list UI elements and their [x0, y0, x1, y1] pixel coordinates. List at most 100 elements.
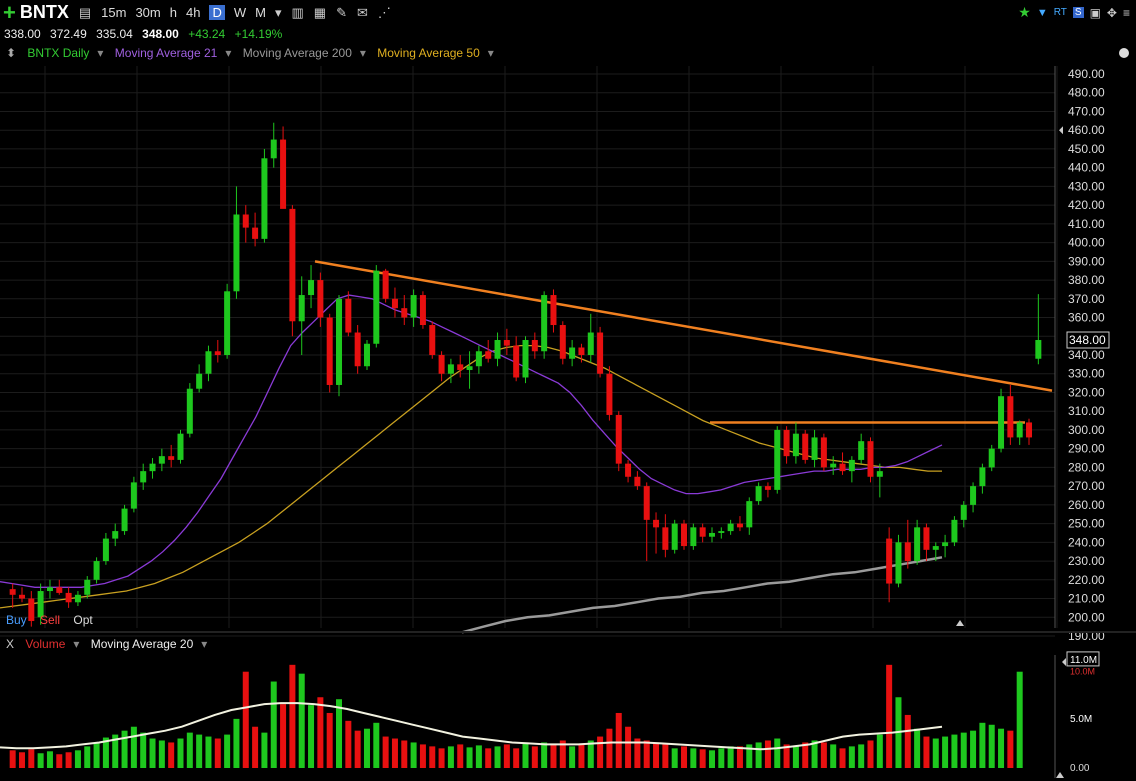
draw-pencil-icon[interactable]: ✎	[336, 4, 347, 20]
candle-body	[662, 527, 669, 550]
pane-divider[interactable]	[0, 631, 1136, 633]
legend-toggle-icon[interactable]: ⬍	[6, 46, 17, 60]
candle-body	[597, 332, 604, 374]
legend-volume-ma20[interactable]: Moving Average 20	[90, 637, 194, 651]
volume-bar	[559, 740, 566, 768]
toolbar: + BNTX ▤ 15m 30m h 4h D W M ▾ ▥ ▦ ✎ ✉ ⋰ …	[0, 0, 1136, 25]
interval-15m[interactable]: 15m	[101, 5, 127, 20]
volume-bar	[121, 730, 128, 768]
candle-body	[876, 471, 883, 477]
compare-icon[interactable]: ▤	[78, 4, 92, 20]
volume-bar	[18, 752, 25, 768]
price-marker-arrow	[1059, 126, 1063, 135]
volume-bar	[280, 704, 287, 768]
volume-bar	[876, 734, 883, 768]
volume-bar	[746, 744, 753, 768]
chart-legend: ⬍ BNTX Daily ▾ Moving Average 21 ▾ Moving …	[6, 46, 494, 60]
volume-bar	[513, 748, 520, 768]
candle-body	[401, 308, 408, 318]
notes-icon[interactable]: ✉	[357, 4, 368, 20]
candle-body	[1035, 340, 1042, 359]
legend-series[interactable]: BNTX Daily	[27, 46, 90, 60]
volume-bar	[74, 750, 81, 768]
volume-bar	[569, 746, 576, 768]
candle-body	[130, 482, 137, 509]
volume-bar	[578, 744, 585, 768]
candle-body	[224, 291, 231, 355]
last-value: 348.00	[142, 27, 179, 41]
volume-bar	[410, 742, 417, 768]
interval-w[interactable]: W	[233, 5, 247, 20]
volume-bar	[681, 746, 688, 768]
legend-ma21[interactable]: Moving Average 21	[114, 46, 218, 60]
sp-icon[interactable]: S	[1072, 7, 1084, 18]
interval-m[interactable]: M	[255, 5, 266, 20]
volume-bar	[839, 748, 846, 768]
star-icon[interactable]: ★	[1018, 4, 1031, 20]
volume-ma20-line	[0, 702, 943, 751]
close-volume-icon[interactable]: X	[6, 637, 15, 651]
filter-icon[interactable]: ▼	[1036, 6, 1048, 19]
price-tick-label: 310.00	[1068, 404, 1105, 418]
volume-bar	[736, 746, 743, 768]
candle-body	[802, 433, 809, 460]
interval-h[interactable]: h	[169, 5, 177, 20]
price-tick-label: 490.00	[1068, 67, 1105, 81]
move-icon[interactable]: ✥	[1106, 5, 1117, 20]
volume-bar	[755, 742, 762, 768]
interval-30m[interactable]: 30m	[135, 5, 161, 20]
candle-body	[932, 546, 939, 550]
candle-body	[550, 295, 557, 326]
interval-4h[interactable]: 4h	[185, 5, 201, 20]
menu-icon[interactable]: ≡	[1122, 5, 1130, 20]
opt-button[interactable]: Opt	[73, 613, 93, 627]
candle-body	[681, 523, 688, 547]
chevron-down-icon[interactable]: ▾	[274, 4, 282, 20]
buy-button[interactable]: Buy	[6, 613, 27, 627]
candle-body	[960, 504, 967, 520]
candle-body	[102, 538, 109, 562]
candle-body	[466, 366, 473, 370]
add-symbol-icon[interactable]: +	[3, 0, 16, 25]
candle-body	[158, 456, 165, 464]
volume-bar	[261, 732, 268, 768]
chart-type-icon[interactable]: ▥	[291, 4, 304, 20]
candle-body	[783, 429, 790, 457]
rt-icon[interactable]: RT	[1053, 7, 1067, 18]
volume-bar	[401, 740, 408, 768]
candle-body	[140, 471, 147, 483]
save-icon[interactable]: ▣	[1089, 5, 1101, 20]
volume-bar	[205, 736, 212, 768]
interval-d[interactable]: D	[209, 5, 225, 20]
last-price-box	[1066, 331, 1110, 349]
price-tick-label: 230.00	[1068, 554, 1105, 568]
volume-bar	[979, 722, 986, 768]
price-tick-label: 330.00	[1068, 367, 1105, 381]
sell-button[interactable]: Sell	[40, 613, 61, 627]
low-value: 335.04	[96, 27, 133, 41]
palette-icon	[1119, 48, 1129, 58]
candle-body	[373, 270, 380, 344]
volume-bar	[140, 732, 147, 768]
legend-ma200[interactable]: Moving Average 200	[242, 46, 352, 60]
volume-bar	[708, 750, 715, 768]
volume-bar	[9, 750, 16, 768]
volume-bar	[252, 726, 259, 768]
legend-volume[interactable]: Volume	[25, 637, 66, 651]
volume-bar	[466, 747, 473, 768]
candle-body	[792, 433, 799, 457]
volume-bar	[391, 738, 398, 768]
symbol-label[interactable]: BNTX	[19, 2, 69, 22]
legend-ma50[interactable]: Moving Average 50	[377, 46, 480, 60]
candle-body	[242, 214, 249, 228]
volume-bar	[438, 748, 445, 768]
volume-bar	[848, 746, 855, 768]
volume-bar	[196, 734, 203, 768]
volume-bar	[998, 728, 1005, 768]
candle-body	[708, 532, 715, 537]
indicators-icon[interactable]: ▦	[313, 4, 327, 20]
candle-body	[736, 523, 743, 528]
change-value: +43.24	[188, 27, 226, 41]
share-icon[interactable]: ⋰	[377, 4, 391, 20]
